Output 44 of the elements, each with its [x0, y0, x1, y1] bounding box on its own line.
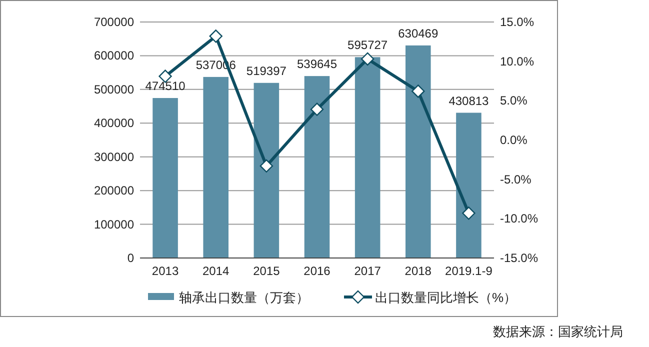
data-label: 630469 [398, 26, 438, 40]
y2-tick-label: -10.0% [500, 212, 538, 226]
bar [304, 76, 330, 258]
bar [354, 57, 380, 258]
bar [254, 82, 280, 258]
bar [406, 45, 431, 258]
point [209, 30, 222, 43]
x-tick-label: 2016 [304, 264, 331, 278]
y-tick-label: 0 [127, 251, 134, 265]
point [412, 84, 425, 98]
y2-tick-label: 0.0% [500, 133, 528, 147]
y-tick-label: 600000 [94, 48, 134, 63]
y-tick-label: 700000 [94, 15, 134, 29]
data-label: 519397 [246, 64, 287, 78]
x-tick-label: 2019.1-9 [445, 264, 493, 278]
y-tick-label: 300000 [94, 150, 134, 164]
data-label: 430813 [448, 94, 490, 108]
x-tick-label: 2017 [354, 264, 382, 278]
data-label: 539645 [296, 57, 338, 72]
y2-tick-label: 5.0% [500, 94, 528, 108]
y-tick-label: 100000 [94, 217, 134, 232]
point [360, 52, 374, 66]
y2-tick-label: -5.0% [500, 172, 532, 186]
y2-tick-label: -15.0% [500, 251, 538, 265]
point [462, 206, 476, 220]
point [260, 159, 274, 173]
point [310, 102, 324, 116]
bar [203, 76, 228, 258]
x-tick-label: 2014 [202, 264, 230, 278]
legend-label: 出口数量同比增长（%） [375, 290, 517, 305]
data-label: 595727 [348, 38, 388, 52]
bar [456, 112, 482, 258]
legend-label: 轴承出口数量（万套） [179, 290, 309, 305]
x-tick-label: 2018 [404, 264, 432, 278]
data-label: 474510 [145, 79, 186, 94]
y2-tick-label: 15.0% [500, 15, 534, 29]
y-tick-label: 500000 [94, 82, 134, 96]
y-tick-label: 200000 [94, 184, 134, 198]
source-note: 数据来源：国家统计局 [493, 324, 623, 339]
x-tick-label: 2013 [152, 264, 179, 278]
y2-tick-label: 10.0% [500, 54, 534, 68]
y-tick-label: 400000 [94, 116, 134, 130]
bar [152, 98, 178, 258]
x-tick-label: 2015 [253, 264, 280, 278]
